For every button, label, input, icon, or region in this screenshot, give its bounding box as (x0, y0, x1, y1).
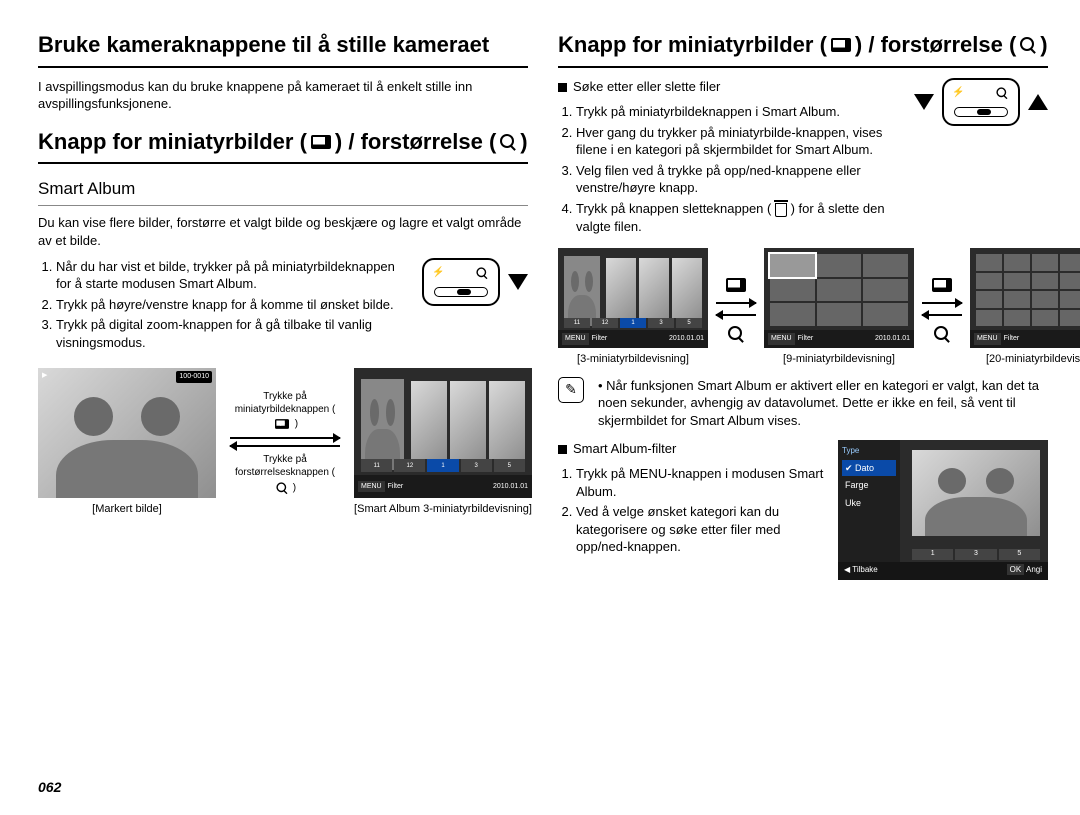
magnify-icon (276, 482, 287, 493)
magnify-icon (1020, 37, 1036, 53)
zoom-control-diagram: ⚡ (422, 258, 528, 306)
arrow-left-icon (230, 445, 340, 447)
caption: [Smart Album 3-miniatyrbildevisning] (354, 502, 532, 517)
heading-part: ) / forstørrelse ( (335, 127, 496, 157)
magnify-icon (728, 326, 744, 342)
smart-album-3-block: 1112135 MENUFilter2010.01.01 [Smart Albu… (354, 368, 532, 517)
arrow-right-icon (230, 437, 340, 439)
subheading: Smart Album (38, 178, 528, 201)
paren: ) (295, 418, 298, 429)
image-counter: 100-0010 (176, 371, 212, 382)
step-item: Hver gang du trykker på miniatyrbilde-kn… (576, 124, 900, 159)
filter-screen: Type ✔ Dato Farge Uke 135 ◀ Tilbake OK A… (838, 440, 1048, 580)
filter-steps: Trykk på MENU-knappen i modusen Smart Al… (558, 465, 824, 556)
page-number: 062 (38, 778, 61, 797)
thumbnail-icon (275, 419, 289, 429)
view-20: MENUFilter2010.01.01 [20-miniatyrbildevi… (970, 248, 1080, 367)
thumb-zoom-heading: Knapp for miniatyrbilder ( ) / forstørre… (38, 127, 528, 157)
step-item: Når du har vist et bilde, trykker på på … (56, 258, 408, 293)
note-text: • Når funksjonen Smart Album er aktivert… (598, 377, 1048, 430)
steps-list: Når du har vist et bilde, trykker på på … (38, 258, 408, 355)
magnify-icon (500, 134, 516, 150)
left-heading: Bruke kameraknappene til å stille kamera… (38, 30, 528, 60)
arrow-right-icon (716, 302, 756, 304)
caption: [3-miniatyrbildevisning] (558, 352, 708, 367)
caption: [9-miniatyrbildevisning] (764, 352, 914, 367)
arrow-down-icon (508, 274, 528, 290)
view-3: 1112135 MENUFilter2010.01.01 [3-miniatyr… (558, 248, 708, 367)
thumbnail-icon (726, 278, 746, 292)
zoom-up-down-diagram: ⚡ (914, 78, 1048, 126)
filter-item: Farge (842, 477, 896, 493)
toggle-arrows: Trykke på miniatyrbildeknappen ( ) Trykk… (230, 390, 340, 496)
arrow-column (922, 278, 962, 342)
arrow-left-icon (716, 314, 756, 316)
step-item: Trykk på høyre/venstre knapp for å komme… (56, 296, 408, 314)
zoom-control-icon: ⚡ (942, 78, 1020, 126)
heading-part: ) / forstørrelse ( (855, 30, 1016, 60)
arrow-right-icon (922, 302, 962, 304)
step-item: Trykk på MENU-knappen i modusen Smart Al… (576, 465, 824, 500)
rule (38, 162, 528, 164)
arrow-label: Trykke på forstørrelsesknappen ( (235, 454, 335, 479)
highlighted-image-block: ▶100-0010 [Markert bilde] (38, 368, 216, 517)
arrow-left-icon (922, 314, 962, 316)
heading-part: ) (1040, 30, 1047, 60)
filter-preview (912, 450, 1040, 536)
note-block: • Når funksjonen Smart Album er aktivert… (558, 377, 1048, 430)
step-item: Velg filen ved å trykke på opp/ned-knapp… (576, 162, 900, 197)
caption: [20-miniatyrbildevisning] (970, 352, 1080, 367)
set-label: OK Angi (1007, 565, 1042, 576)
step-item: Trykk på knappen sletteknappen ( ) for å… (576, 200, 900, 235)
thumb-zoom-heading: Knapp for miniatyrbilder ( ) / forstørre… (558, 30, 1048, 60)
arrow-up-icon (1028, 94, 1048, 110)
section-title: Søke etter eller slette filer (558, 78, 900, 96)
bullet-icon (558, 445, 567, 454)
filter-item: Uke (842, 495, 896, 511)
left-column: Bruke kameraknappene til å stille kamera… (38, 30, 528, 580)
caption: [Markert bilde] (38, 502, 216, 517)
filter-header: Type (842, 446, 896, 457)
intro-text: I avspillingsmodus kan du bruke knappene… (38, 78, 528, 113)
right-column: Knapp for miniatyrbilder ( ) / forstørre… (558, 30, 1048, 580)
bullet-icon (558, 83, 567, 92)
thumbnail-icon (831, 38, 851, 52)
smart-album-desc: Du kan vise flere bilder, forstørre et v… (38, 214, 528, 249)
magnify-icon (934, 326, 950, 342)
filter-item-selected: ✔ Dato (842, 460, 896, 476)
arrow-column (716, 278, 756, 342)
arrow-down-icon (914, 94, 934, 110)
rule-thin (38, 205, 528, 206)
thumbnail-icon (311, 135, 331, 149)
thumbnail-icon (932, 278, 952, 292)
heading-part: Knapp for miniatyrbilder ( (38, 127, 307, 157)
step-item: Trykk på miniatyrbildeknappen i Smart Al… (576, 103, 900, 121)
paren: ) (293, 482, 296, 493)
step-item: Trykk på digital zoom-knappen for å gå t… (56, 316, 408, 351)
back-label: ◀ Tilbake (844, 565, 878, 576)
zoom-control-icon: ⚡ (422, 258, 500, 306)
rule (38, 66, 528, 68)
view-9: MENUFilter2010.01.01 [9-miniatyrbildevis… (764, 248, 914, 367)
heading-part: Knapp for miniatyrbilder ( (558, 30, 827, 60)
step-item: Ved å velge ønsket kategori kan du kateg… (576, 503, 824, 556)
heading-part: ) (520, 127, 527, 157)
trash-icon (775, 203, 787, 217)
search-delete-steps: Trykk på miniatyrbildeknappen i Smart Al… (558, 103, 900, 235)
thumbnail-views-row: 1112135 MENUFilter2010.01.01 [3-miniatyr… (558, 248, 1048, 367)
note-icon (558, 377, 584, 403)
rule (558, 66, 1048, 68)
arrow-label: Trykke på miniatyrbildeknappen ( (235, 391, 336, 416)
section-title: Smart Album-filter (558, 440, 824, 458)
